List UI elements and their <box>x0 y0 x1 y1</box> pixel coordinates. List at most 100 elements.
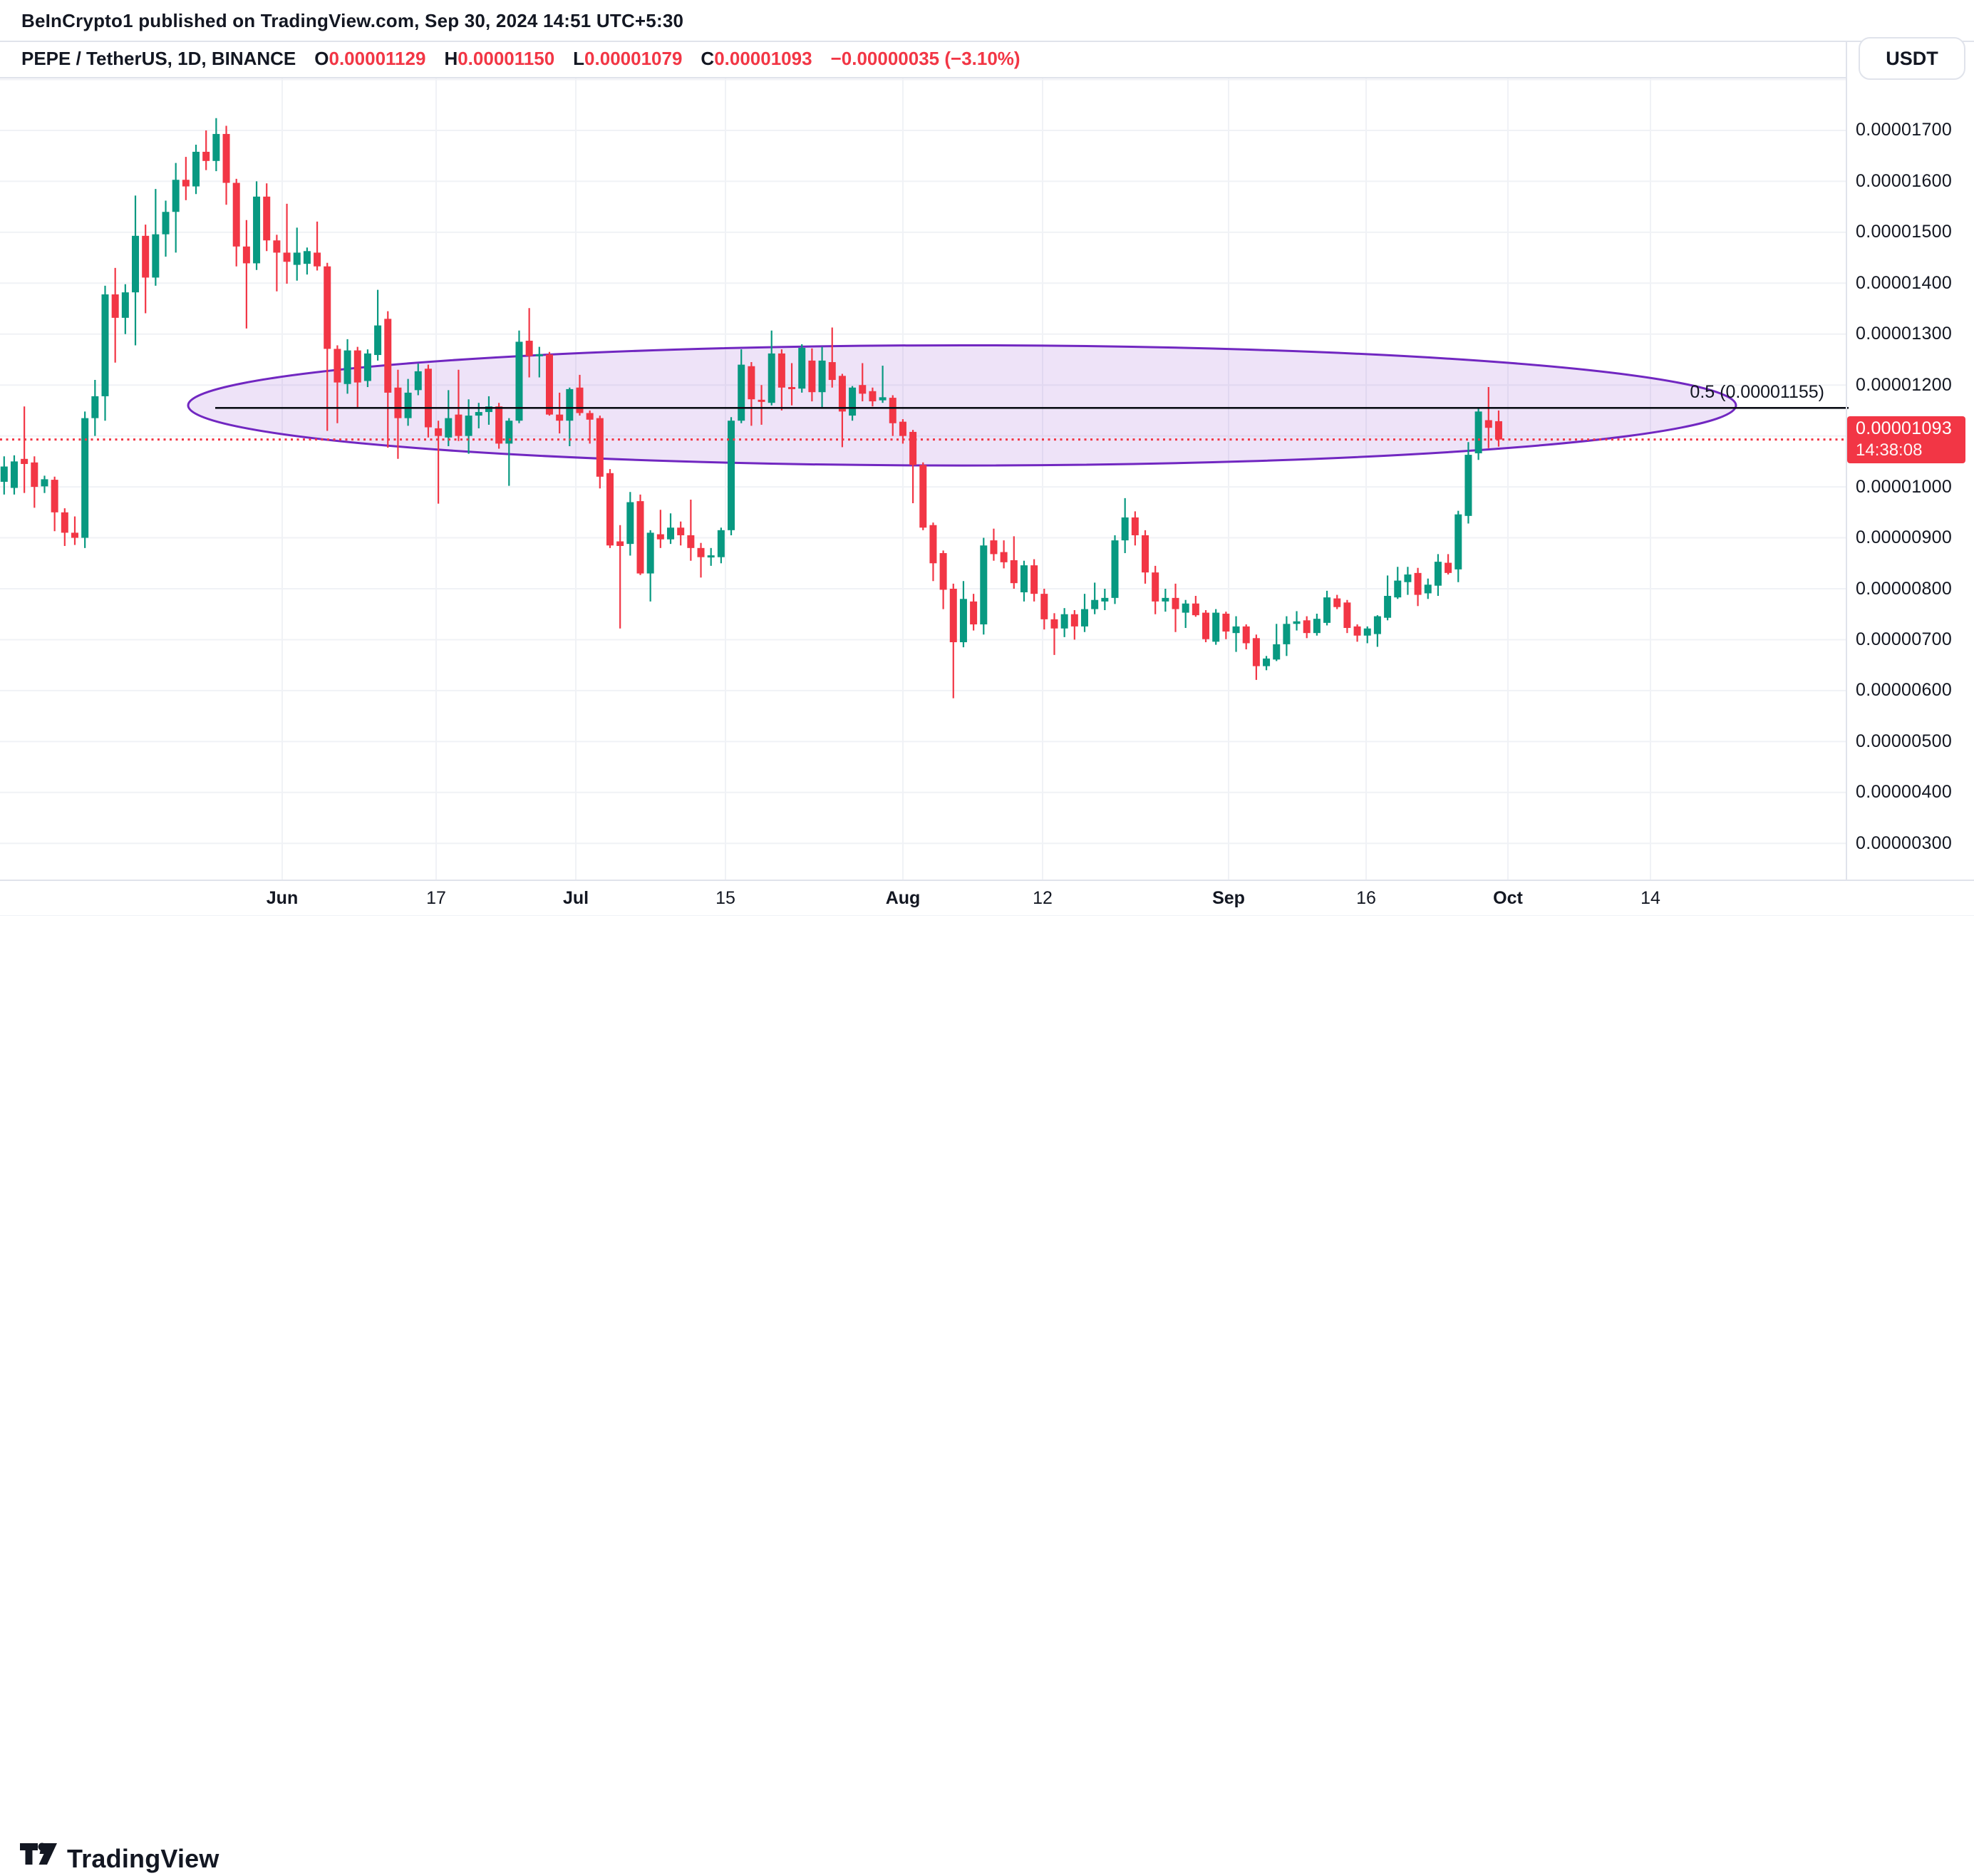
price-axis-border <box>1846 41 1847 881</box>
candle-body <box>1283 624 1291 644</box>
candle-body <box>1363 628 1371 636</box>
date-axis-label: 15 <box>715 888 735 908</box>
candle-body <box>1091 599 1099 609</box>
candle-body <box>1273 644 1281 660</box>
candle-body <box>505 421 513 444</box>
candle-body <box>1343 602 1351 629</box>
candle-body <box>586 413 594 420</box>
price-axis-label: 0.00000900 <box>1856 527 1953 548</box>
high-value: 0.00001150 <box>458 48 555 69</box>
quote-low: L0.00001079 <box>573 48 682 70</box>
candle-body <box>1445 562 1452 573</box>
quote-change: −0.00000035 (−3.10%) <box>830 48 1020 69</box>
date-axis-label: 14 <box>1640 888 1660 908</box>
candle-body <box>1172 597 1179 609</box>
ellipse-annotation <box>187 344 1737 467</box>
date-axis-label: Jun <box>266 888 299 908</box>
candle-body <box>717 530 725 557</box>
candle-body <box>91 396 99 418</box>
candle-body <box>232 182 240 247</box>
candle-body <box>424 368 432 428</box>
close-prefix: C <box>701 48 715 69</box>
candle-body <box>1394 580 1402 598</box>
candle-body <box>1212 612 1220 642</box>
candle-body <box>324 266 331 349</box>
date-axis-label: 17 <box>426 888 446 908</box>
candle-body <box>465 416 472 436</box>
candle-body <box>293 252 301 265</box>
currency-toggle-button[interactable]: USDT <box>1859 37 1965 80</box>
candle-body <box>384 319 392 393</box>
candle-body <box>687 535 695 548</box>
candle-body <box>71 532 78 538</box>
quote-close: C0.00001093 <box>701 48 812 70</box>
candle-body <box>1484 420 1492 428</box>
tradingview-logo-icon <box>20 1842 57 1865</box>
candle-body <box>1464 455 1472 516</box>
candle-body <box>343 350 351 384</box>
price-axis-label: 0.00001300 <box>1856 324 1953 344</box>
candle-body <box>273 240 281 253</box>
price-axis-label: 0.00000600 <box>1856 680 1953 701</box>
candle-body <box>0 466 8 482</box>
candle-body <box>849 387 857 416</box>
candle-body <box>748 366 755 400</box>
candle-body <box>959 599 967 643</box>
date-axis-label: Sep <box>1212 888 1245 908</box>
candle-body <box>142 235 150 278</box>
candle-body <box>1131 517 1139 535</box>
candle-body <box>394 387 402 418</box>
candle-body <box>990 540 998 555</box>
candle-body <box>222 133 230 183</box>
candle-body <box>152 234 160 278</box>
header-divider <box>0 41 1974 42</box>
candle-body <box>1080 609 1088 627</box>
candle-body <box>202 151 210 161</box>
candle-body <box>1020 565 1028 593</box>
candle-body <box>909 431 917 465</box>
candle-body <box>535 354 543 356</box>
candle-body <box>808 360 816 393</box>
symbol-title[interactable]: PEPE / TetherUS, 1D, BINANCE <box>21 48 296 69</box>
symbol-toolbar: PEPE / TetherUS, 1D, BINANCE O0.00001129… <box>0 41 1974 77</box>
candle-body <box>939 552 947 590</box>
candle-body <box>919 465 927 528</box>
price-axis-label: 0.00000300 <box>1856 833 1953 853</box>
candle-body <box>31 462 38 488</box>
candle-body <box>869 391 877 402</box>
candlestick-chart[interactable] <box>0 0 1974 967</box>
candle-body <box>253 196 261 264</box>
attribution-text: BeInCrypto1 published on TradingView.com… <box>21 10 684 31</box>
candle-body <box>566 388 574 421</box>
date-axis-label: 16 <box>1356 888 1376 908</box>
footer: TradingView <box>0 915 1974 1873</box>
candle-body <box>1202 612 1210 639</box>
candle-body <box>172 180 180 212</box>
candle-body <box>1121 517 1129 541</box>
fib-level-label[interactable]: 0.5 (0.00001155) <box>1690 382 1824 402</box>
quote-open: O0.00001129 <box>314 48 425 70</box>
candle-body <box>1242 626 1250 644</box>
quote-high: H0.00001150 <box>444 48 554 70</box>
candle-body <box>1142 535 1149 573</box>
candle-body <box>1474 411 1482 453</box>
candle-body <box>616 541 624 546</box>
candle-body <box>1040 594 1048 619</box>
candle-body <box>41 479 48 487</box>
candle-body <box>1010 560 1018 584</box>
price-axis-label: 0.00001400 <box>1856 272 1953 293</box>
candle-body <box>656 534 664 540</box>
candle-body <box>758 399 765 402</box>
candle-body <box>10 461 18 488</box>
candle-body <box>777 353 785 388</box>
candle-body <box>1192 603 1199 616</box>
candle-body <box>283 252 291 262</box>
candle-body <box>1384 596 1392 618</box>
tradingview-logo[interactable]: TradingView <box>20 1842 219 1876</box>
candle-body <box>353 350 361 383</box>
candle-body <box>949 589 957 643</box>
price-axis-label: 0.00001500 <box>1856 222 1953 242</box>
candle-body <box>414 371 422 391</box>
candle-body <box>455 414 463 436</box>
candle-body <box>1162 597 1169 602</box>
